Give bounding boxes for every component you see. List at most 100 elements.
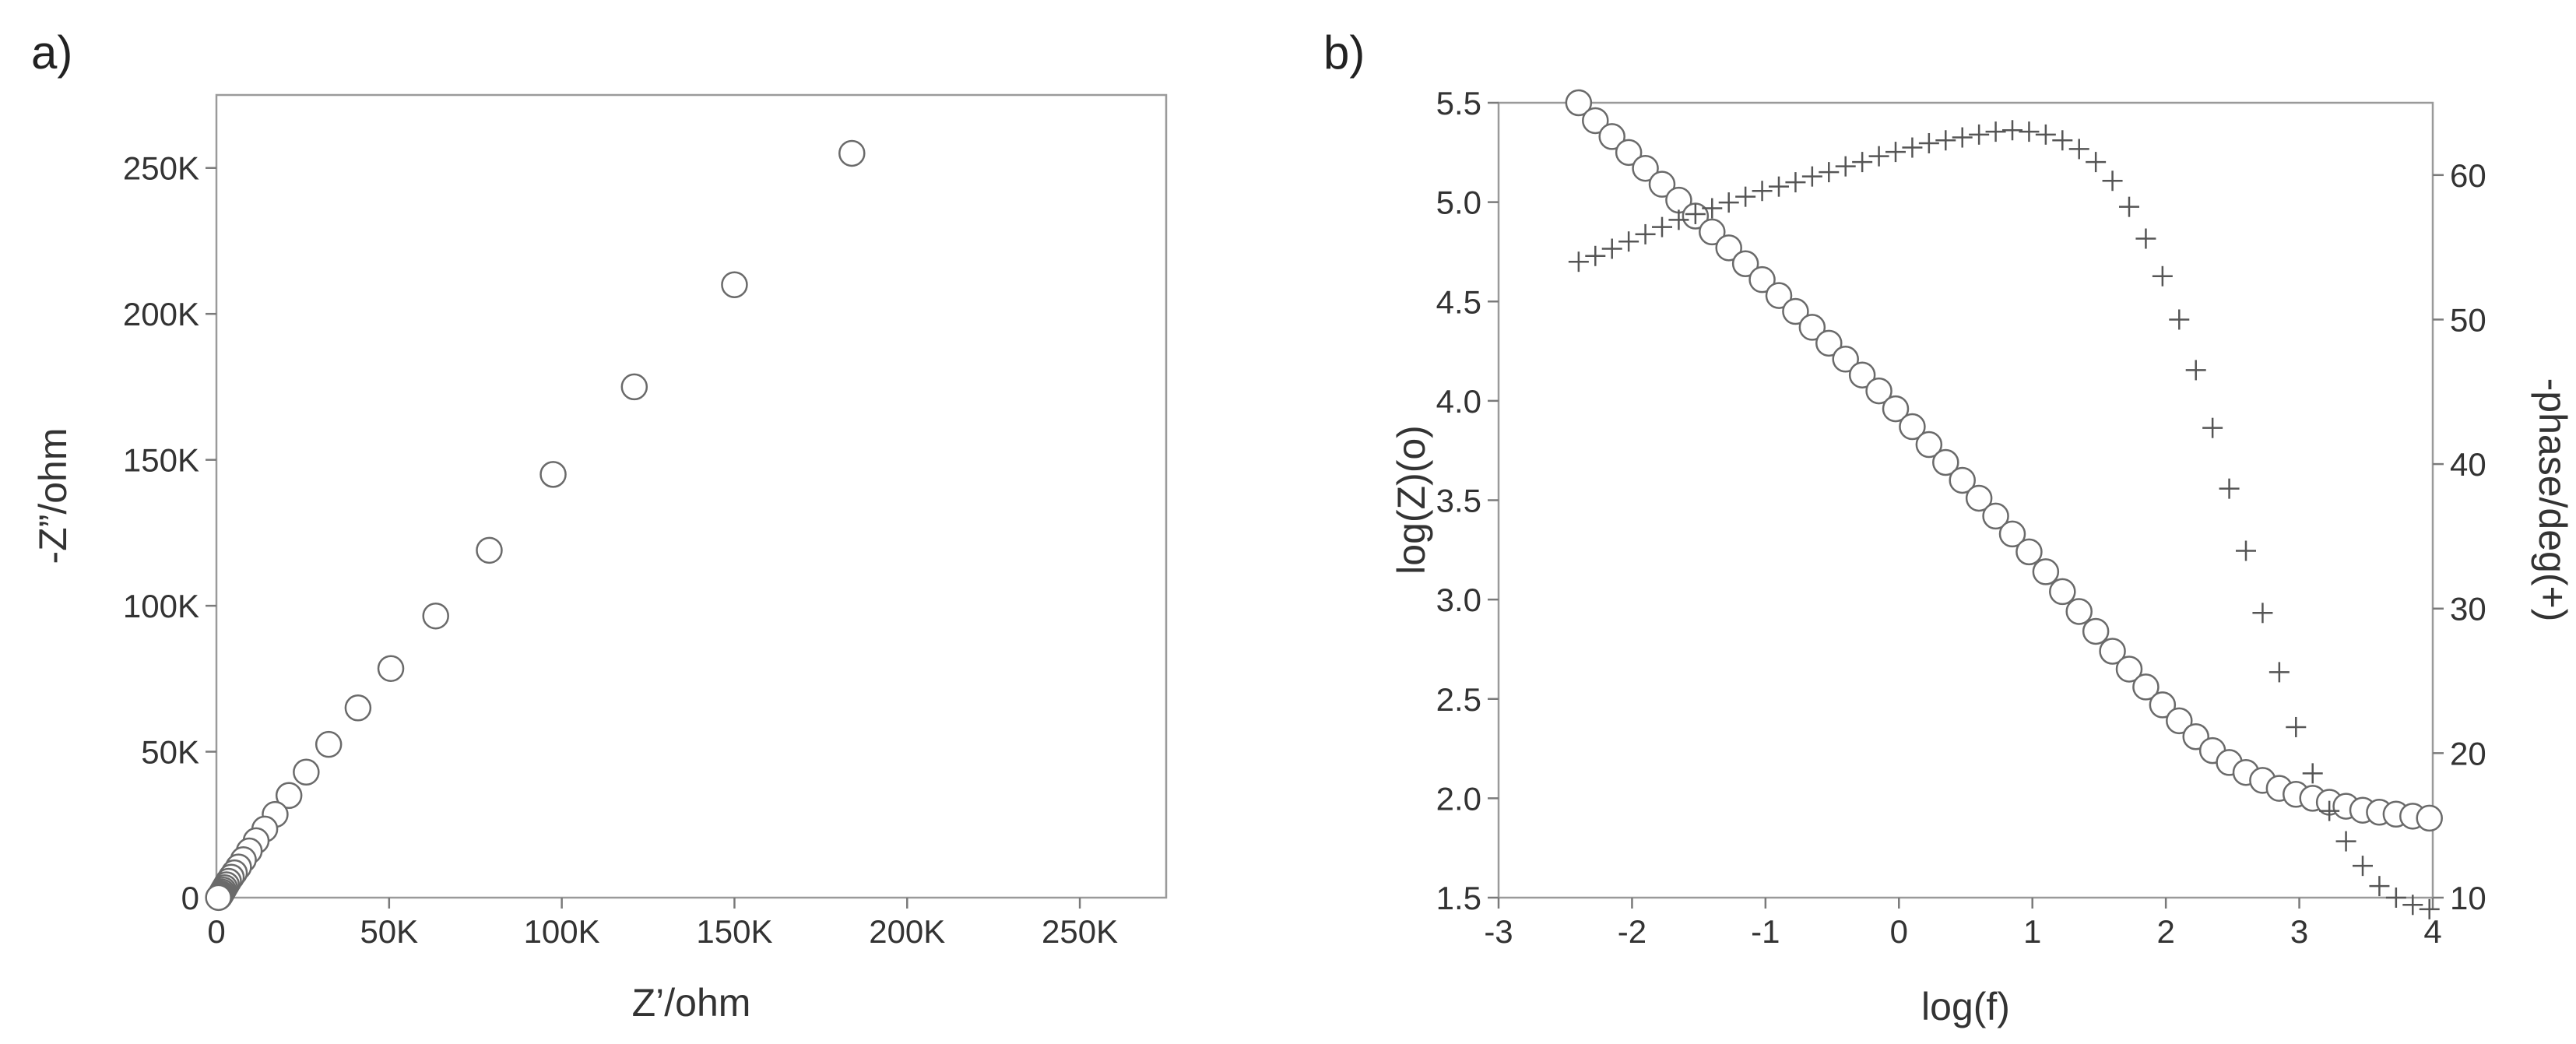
panel-b-phase-point [1835,156,1856,177]
panel-b-y-tick-label: 5.5 [1436,85,1481,121]
panel-b-phase-point [1819,162,1840,183]
panel-b-logz-point [1899,413,1926,441]
panel-b-phase-point [1952,127,1973,148]
panel-a-y-tick-label: 250K [123,150,199,187]
panel-b-x-axis: -3 -2 -1 0 1 2 3 4 [1484,898,2442,950]
panel-b-y2-tick-label: 20 [2450,735,2486,772]
panel-b-logz-point [1615,139,1643,167]
panel-a-x-tick-label: 150K [696,913,772,950]
panel-b-phase-point [1885,142,1906,163]
panel-b-y-tick-label: 1.5 [1436,880,1481,916]
panel-b-phase-point [2086,152,2107,173]
panel-b-y-tick-label: 3.5 [1436,483,1481,519]
panel-b-phase-point [1918,132,1939,153]
panel-b-y-tick-label: 4.0 [1436,383,1481,420]
panel-b-phase-point [1702,198,1723,219]
panel-a-data-point [315,730,343,758]
panel-a-x-tick-label: 250K [1042,913,1118,950]
panel-b-phase-point [2002,120,2022,141]
panel-b-bode-plot: b) -3 -2 -1 0 1 2 3 4 1.5 2.0 2.5 3.0 3.5 4.0 4.5 5.0 5… [1323,26,2574,1028]
panel-a-x-axis-label: Z’/ohm [632,981,751,1025]
panel-b-x-tick-label: -2 [1618,913,1646,950]
panel-b-logz-point [1598,123,1625,150]
panel-b-phase-point [2268,662,2290,683]
panel-b-x-tick-label: 4 [2423,913,2441,950]
panel-b-phase-point [1852,152,1873,173]
panel-b-logz-point [1748,265,1776,294]
panel-b-phase-point [1601,238,1622,259]
panel-b-y-tick-label: 2.0 [1436,780,1481,817]
panel-b-phase-point [2135,228,2156,249]
panel-a-data-point [476,536,503,564]
panel-b-logz-point [1715,234,1742,262]
panel-a-y-tick-label: 50K [141,734,199,771]
panel-b-left-y-axis: 1.5 2.0 2.5 3.0 3.5 4.0 4.5 5.0 5.5 [1436,85,1499,916]
panel-b-phase-point [2419,898,2440,919]
panel-b-phase-point [2152,265,2173,286]
panel-b-phase-point [2302,763,2323,784]
panel-b-phase-point [1585,245,1606,266]
panel-b-x-tick-label: 0 [1890,913,1908,950]
panel-b-logz-point [1932,448,1959,476]
panel-b-phase-point [1735,186,1756,207]
panel-a-x-tick-label: 100K [524,913,600,950]
panel-b-phase-point [1568,251,1589,272]
panel-b-phase-point [2019,121,2040,142]
panel-a-data-point [344,694,372,722]
panel-b-x-tick-label: 2 [2156,913,2174,950]
panel-a-data-point [377,655,405,682]
panel-b-logz-point [2032,558,2060,585]
panel-b-logz-point [2132,673,2160,701]
panel-b-phase-point [2319,800,2340,821]
panel-b-logz-point [1582,107,1609,135]
panel-b-logz-point [1965,484,1993,512]
panel-b-phase-point [2185,360,2206,381]
panel-b-phase-point [1985,121,2006,142]
panel-b-phase-point [1718,192,1739,213]
panel-b-phase-point [1785,172,1806,193]
panel-b-logz-point [1782,297,1809,325]
panel-b-phase-point [2202,417,2223,438]
panel-b-logz-point [2065,598,2093,625]
panel-a-y-tick-label: 150K [123,442,199,479]
panel-b-logz-point [1648,170,1676,198]
panel-a-y-tick-label: 0 [181,880,199,916]
panel-b-y2-tick-label: 60 [2450,157,2486,194]
panel-b-phase-point [2119,196,2139,217]
panel-a-data-point [205,884,232,912]
panel-a-nyquist-plot: a) 0 50K 100K 150K 200K 250K 0 50K 100K 150K 200K… [31,26,1168,1025]
panel-a-y-axis: 0 50K 100K 150K 200K 250K [123,150,216,916]
panel-b-right-y-axis: 10 20 30 40 50 60 [2433,157,2486,916]
panel-a-data-point [539,461,567,488]
panel-b-logz-point [2099,638,2126,665]
panel-b-logz-point [1982,502,2009,530]
panel-a-plot-frame [215,93,1168,899]
panel-a-x-tick-label: 200K [869,913,945,950]
panel-b-phase-point [1752,181,1773,202]
panel-b-phase-point [2052,130,2073,151]
panel-b-logz-point [1798,314,1826,341]
panel-b-y2-tick-label: 40 [2450,446,2486,483]
panel-b-logz-point [1832,346,1859,373]
panel-a-y-axis-label: -Z”/ohm [31,428,75,564]
panel-b-x-tick-label: 3 [2290,913,2308,950]
panel-b-phase-point [1868,146,1889,167]
panel-b-logz-point [2416,804,2443,832]
panel-b-y2-tick-label: 50 [2450,301,2486,338]
panel-b-logz-point [1731,250,1759,278]
panel-b-logz-point [1815,329,1843,357]
panel-b-phase-point [2068,139,2089,160]
panel-a-data-series [205,139,866,912]
panel-b-logz-point [2049,578,2076,606]
panel-b-logz-point [1765,282,1793,309]
panel-a-y-tick-label: 200K [123,296,199,332]
panel-b-phase-point [1652,216,1672,237]
panel-b-phase-point [1668,209,1689,230]
panel-b-logz-point [1632,154,1659,182]
panel-b-logz-point [1865,377,1892,405]
panel-b-logz-point [2015,538,2043,566]
panel-b-phase-point [2252,603,2273,624]
panel-b-phase-point [2102,170,2123,192]
panel-b-logz-point [1949,466,1976,494]
